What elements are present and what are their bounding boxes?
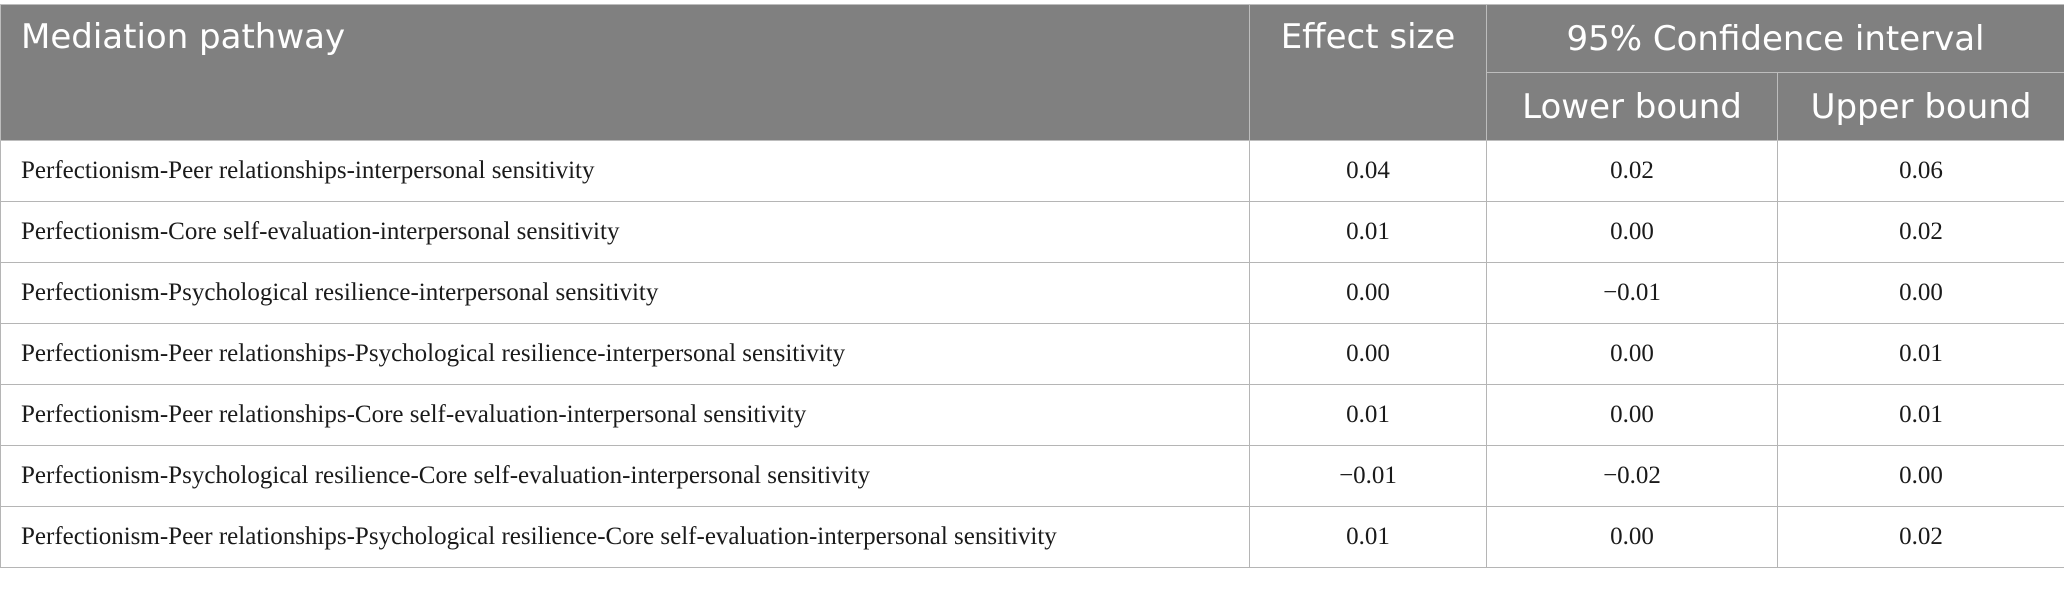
table-row: Perfectionism-Peer relationships-Psychol… xyxy=(0,506,2064,568)
header-row-1: Mediation pathway Effect size 95% Confid… xyxy=(0,4,2064,141)
lower-bound-cell: 0.00 xyxy=(1486,201,1778,263)
upper-bound-cell: 0.06 xyxy=(1776,140,2064,202)
upper-bound-cell: 0.00 xyxy=(1776,445,2064,507)
lower-bound-cell: 0.00 xyxy=(1486,323,1778,385)
upper-bound-cell: 0.01 xyxy=(1776,323,2064,385)
effect-size-cell: 0.00 xyxy=(1249,323,1487,385)
effect-size-cell: −0.01 xyxy=(1249,445,1487,507)
table-body: Perfectionism-Peer relationships-interpe… xyxy=(0,140,2064,568)
effect-size-cell: 0.04 xyxy=(1249,140,1487,202)
effect-size-cell: 0.01 xyxy=(1249,384,1487,446)
table-row: Perfectionism-Peer relationships-Psychol… xyxy=(0,323,2064,385)
mediation-table: Mediation pathway Effect size 95% Confid… xyxy=(0,4,2064,568)
upper-bound-cell: 0.02 xyxy=(1776,506,2064,568)
table-row: Perfectionism-Psychological resilience-i… xyxy=(0,262,2064,324)
pathway-cell: Perfectionism-Peer relationships-Core se… xyxy=(0,384,1250,446)
header-lower-bound: Lower bound xyxy=(1486,72,1778,141)
upper-bound-cell: 0.01 xyxy=(1776,384,2064,446)
header-row-2: Lower bound Upper bound xyxy=(1,72,2064,141)
pathway-cell: Perfectionism-Psychological resilience-C… xyxy=(0,445,1250,507)
upper-bound-cell: 0.02 xyxy=(1776,201,2064,263)
lower-bound-cell: 0.00 xyxy=(1486,384,1778,446)
lower-bound-cell: 0.00 xyxy=(1486,506,1778,568)
header-confidence-interval: 95% Confidence interval xyxy=(1485,4,2064,73)
table-row: Perfectionism-Peer relationships-interpe… xyxy=(0,140,2064,202)
header-effect-size: Effect size xyxy=(1249,4,1487,141)
table-row: Perfectionism-Core self-evaluation-inter… xyxy=(0,201,2064,263)
pathway-cell: Perfectionism-Core self-evaluation-inter… xyxy=(0,201,1250,263)
effect-size-cell: 0.00 xyxy=(1249,262,1487,324)
pathway-cell: Perfectionism-Peer relationships-interpe… xyxy=(0,140,1250,202)
header-mediation-pathway: Mediation pathway xyxy=(0,4,1250,141)
table-row: Perfectionism-Peer relationships-Core se… xyxy=(0,384,2064,446)
table-row: Perfectionism-Psychological resilience-C… xyxy=(0,445,2064,507)
effect-size-cell: 0.01 xyxy=(1249,506,1487,568)
lower-bound-cell: −0.02 xyxy=(1486,445,1778,507)
effect-size-cell: 0.01 xyxy=(1249,201,1487,263)
header-upper-bound: Upper bound xyxy=(1776,72,2064,141)
table-header: Mediation pathway Effect size 95% Confid… xyxy=(0,4,2064,141)
upper-bound-cell: 0.00 xyxy=(1776,262,2064,324)
pathway-cell: Perfectionism-Psychological resilience-i… xyxy=(0,262,1250,324)
lower-bound-cell: −0.01 xyxy=(1486,262,1778,324)
pathway-cell: Perfectionism-Peer relationships-Psychol… xyxy=(0,323,1250,385)
lower-bound-cell: 0.02 xyxy=(1486,140,1778,202)
pathway-cell: Perfectionism-Peer relationships-Psychol… xyxy=(0,506,1250,568)
